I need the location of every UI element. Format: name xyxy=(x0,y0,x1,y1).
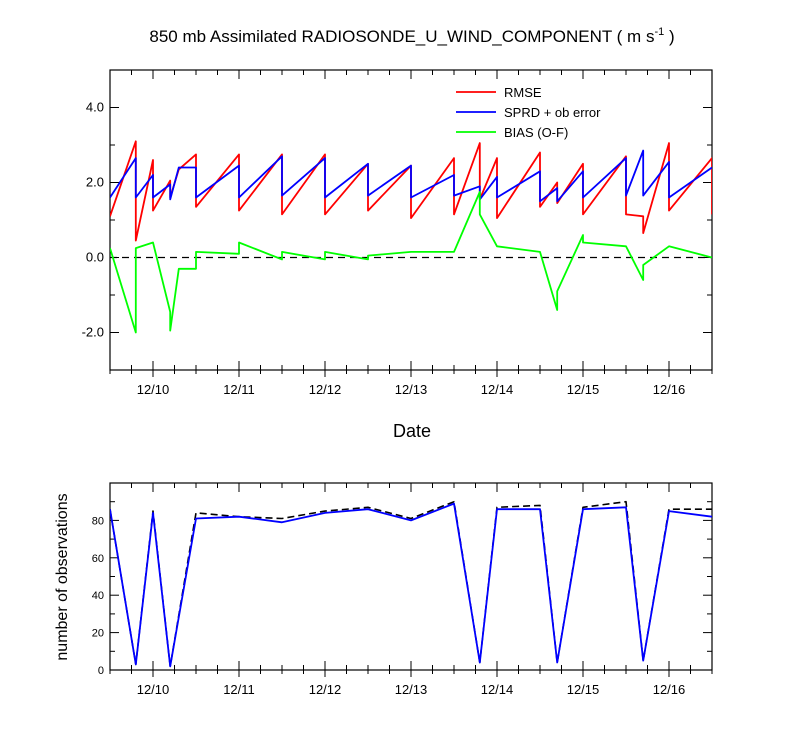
chart-title-superscript: -1 xyxy=(654,26,664,38)
chart-title-main: 850 mb Assimilated RADIOSONDE_U_WIND_COM… xyxy=(149,27,654,46)
series-line-sprd-ob-error xyxy=(110,149,712,203)
top-x-axis-label: Date xyxy=(393,421,431,441)
bottom-y-axis-label: number of observations xyxy=(54,493,71,660)
y-tick-label: -2.0 xyxy=(82,325,104,340)
bottom-chart-panel: 12/10 12/11 12/12 12/13 12/14 12/15 12/16 0 20 40… xyxy=(92,482,713,697)
y-tick-label: 20 xyxy=(92,628,104,640)
y-tick-label: 60 xyxy=(92,553,104,565)
chart-title-close: ) xyxy=(664,27,674,46)
series-line-series-1 xyxy=(110,502,712,668)
y-tick-label: 40 xyxy=(92,590,104,602)
legend-label: BIAS (O-F) xyxy=(504,125,568,140)
x-tick-label: 12/13 xyxy=(395,682,428,697)
plot-frame xyxy=(109,482,713,671)
series-line-series-0 xyxy=(110,500,712,668)
x-tick-label: 12/13 xyxy=(395,382,428,397)
x-tick-label: 12/14 xyxy=(481,382,514,397)
series-line-bias-o-f xyxy=(110,191,712,334)
x-tick-label: 12/11 xyxy=(223,382,255,397)
x-tick-label: 12/12 xyxy=(309,682,342,697)
x-tick-label: 12/11 xyxy=(223,682,255,697)
x-tick-label: 12/10 xyxy=(137,682,170,697)
top-chart-panel: 12/10 12/11 12/12 12/13 12/14 12/15 12/16 -2.0 0… xyxy=(82,69,713,397)
x-tick-label: 12/12 xyxy=(309,382,342,397)
y-tick-label: 0 xyxy=(98,665,104,677)
plot-frame xyxy=(109,69,713,371)
legend-label: RMSE xyxy=(504,85,542,100)
chart-title: 850 mb Assimilated RADIOSONDE_U_WIND_COM… xyxy=(149,26,674,46)
x-tick-label: 12/10 xyxy=(137,382,170,397)
x-tick-label: 12/16 xyxy=(653,382,686,397)
legend-label: SPRD + ob error xyxy=(504,105,601,120)
y-tick-label: 80 xyxy=(92,515,104,527)
x-tick-label: 12/14 xyxy=(481,682,514,697)
x-tick-label: 12/15 xyxy=(567,382,600,397)
x-tick-label: 12/16 xyxy=(653,682,686,697)
y-tick-label: 2.0 xyxy=(86,175,104,190)
y-tick-label: 0.0 xyxy=(86,250,104,265)
x-tick-label: 12/15 xyxy=(567,682,600,697)
y-tick-label: 4.0 xyxy=(86,100,104,115)
